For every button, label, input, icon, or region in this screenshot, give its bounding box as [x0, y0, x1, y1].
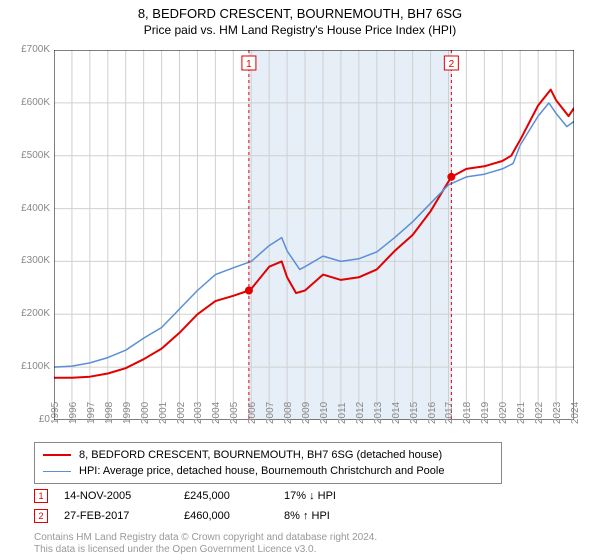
- footer-attribution: Contains HM Land Registry data © Crown c…: [34, 532, 377, 556]
- legend-label: HPI: Average price, detached house, Bour…: [79, 463, 444, 479]
- y-tick-label: £600K: [21, 97, 50, 108]
- x-tick-label: 2020: [498, 402, 509, 424]
- x-tick-label: 2008: [283, 402, 294, 424]
- x-tick-label: 2021: [516, 402, 527, 424]
- transaction-price: £460,000: [184, 510, 284, 522]
- x-tick-label: 2024: [570, 402, 581, 424]
- x-tick-label: 1996: [68, 402, 79, 424]
- x-tick-label: 2003: [193, 402, 204, 424]
- svg-text:1: 1: [246, 59, 252, 70]
- transaction-price: £245,000: [184, 490, 284, 502]
- x-tick-label: 2009: [301, 402, 312, 424]
- legend-item: HPI: Average price, detached house, Bour…: [43, 463, 493, 479]
- x-tick-label: 2015: [409, 402, 420, 424]
- y-tick-label: £700K: [21, 44, 50, 55]
- x-tick-label: 2004: [211, 402, 222, 424]
- footer-line-2: This data is licensed under the Open Gov…: [34, 544, 377, 556]
- x-tick-label: 2010: [319, 402, 330, 424]
- x-tick-label: 2012: [355, 402, 366, 424]
- legend: 8, BEDFORD CRESCENT, BOURNEMOUTH, BH7 6S…: [34, 442, 502, 484]
- chart-canvas: 12 £0£100K£200K£300K£400K£500K£600K£700K…: [54, 50, 574, 420]
- y-tick-label: £500K: [21, 150, 50, 161]
- chart-title: 8, BEDFORD CRESCENT, BOURNEMOUTH, BH7 6S…: [0, 6, 600, 21]
- legend-swatch: [43, 454, 71, 456]
- transaction-marker: 2: [34, 509, 48, 523]
- y-tick-label: £0: [39, 414, 50, 425]
- y-tick-label: £200K: [21, 308, 50, 319]
- x-tick-label: 2018: [462, 402, 473, 424]
- y-tick-label: £400K: [21, 203, 50, 214]
- legend-item: 8, BEDFORD CRESCENT, BOURNEMOUTH, BH7 6S…: [43, 447, 493, 463]
- svg-text:2: 2: [449, 59, 455, 70]
- x-tick-label: 2022: [534, 402, 545, 424]
- x-tick-label: 1997: [86, 402, 97, 424]
- x-tick-label: 2011: [337, 402, 348, 424]
- transaction-date: 14-NOV-2005: [64, 490, 184, 502]
- transaction-list: 1 14-NOV-2005£245,00017% ↓ HPI 2 27-FEB-201…: [34, 486, 384, 526]
- x-tick-label: 2005: [229, 402, 240, 424]
- transaction-date: 27-FEB-2017: [64, 510, 184, 522]
- x-tick-label: 2013: [373, 402, 384, 424]
- x-tick-label: 2016: [427, 402, 438, 424]
- x-tick-label: 1999: [122, 402, 133, 424]
- y-tick-label: £100K: [21, 361, 50, 372]
- x-tick-label: 2001: [158, 402, 169, 424]
- transaction-row: 2 27-FEB-2017£460,0008% ↑ HPI: [34, 506, 384, 526]
- transaction-delta: 17% ↓ HPI: [284, 490, 384, 502]
- y-tick-label: £300K: [21, 255, 50, 266]
- x-tick-label: 2019: [480, 402, 491, 424]
- x-tick-label: 2000: [140, 402, 151, 424]
- transaction-delta: 8% ↑ HPI: [284, 510, 384, 522]
- legend-label: 8, BEDFORD CRESCENT, BOURNEMOUTH, BH7 6S…: [79, 447, 442, 463]
- footer-line-1: Contains HM Land Registry data © Crown c…: [34, 532, 377, 544]
- x-tick-label: 2014: [391, 402, 402, 424]
- chart-subtitle: Price paid vs. HM Land Registry's House …: [0, 23, 600, 37]
- x-tick-label: 2002: [176, 402, 187, 424]
- x-tick-label: 2006: [247, 402, 258, 424]
- transaction-row: 1 14-NOV-2005£245,00017% ↓ HPI: [34, 486, 384, 506]
- x-tick-label: 1995: [50, 402, 61, 424]
- x-tick-label: 2007: [265, 402, 276, 424]
- x-tick-label: 2023: [552, 402, 563, 424]
- transaction-marker: 1: [34, 489, 48, 503]
- x-tick-label: 1998: [104, 402, 115, 424]
- legend-swatch: [43, 471, 71, 472]
- x-tick-label: 2017: [444, 402, 455, 424]
